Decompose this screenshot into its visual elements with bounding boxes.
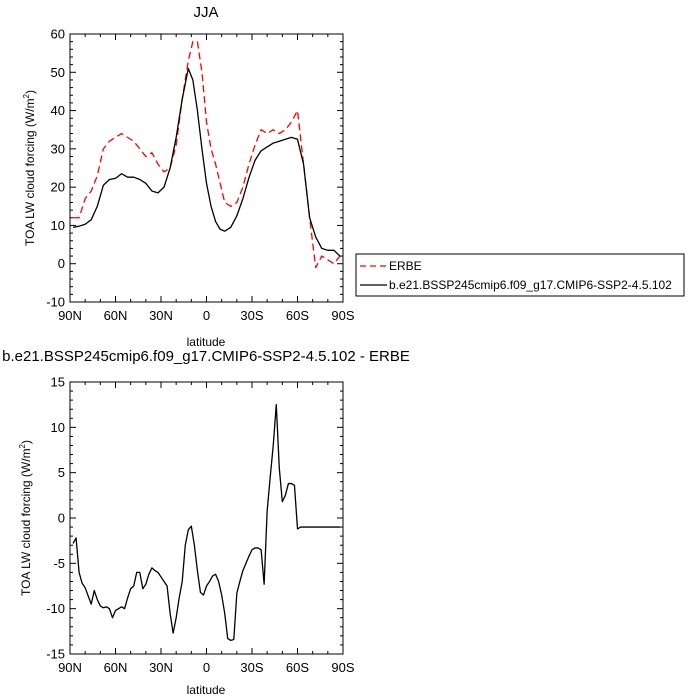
chart1-xtick-label: 30S	[240, 308, 263, 323]
legend-label-model: b.e21.BSSP245cmip6.f09_g17.CMIP6-SSP2-4.…	[389, 278, 672, 292]
chart2-ytick-label: 10	[51, 420, 65, 435]
chart1-frame	[69, 33, 344, 303]
legend-box	[355, 253, 685, 297]
chart1-xtick-label: 0	[203, 308, 210, 323]
chart1-series-b-e21-bssp245cmip6-f09-g17-cmip6-ssp2-4-5-102	[72, 67, 341, 257]
chart2-xtick-label: 30S	[240, 660, 263, 675]
chart1-ytick-label: 10	[51, 218, 65, 233]
chart2-xtick-label: 60S	[286, 660, 309, 675]
chart2-xtick-label: 90N	[58, 660, 82, 675]
chart1-xtick-label: 60S	[286, 308, 309, 323]
chart2-ytick-label: -10	[46, 601, 65, 616]
chart1-ytick-label: 60	[51, 27, 65, 42]
chart2-ytick-label: 5	[58, 465, 65, 480]
chart2-ytick-label: 15	[51, 375, 65, 390]
chart1-title: JJA	[193, 4, 218, 21]
chart1-ytick-label: 30	[51, 141, 65, 156]
chart2-title: b.e21.BSSP245cmip6.f09_g17.CMIP6-SSP2-4.…	[2, 348, 410, 365]
chart1-plot-area	[72, 41, 341, 269]
chart1-xtick-label: 60N	[104, 308, 128, 323]
chart1-ytick-label: 0	[58, 256, 65, 271]
chart2-xlabel: latitude	[187, 683, 226, 697]
chart2-xtick-label: 30N	[149, 660, 173, 675]
chart1-ytick-label: 20	[51, 180, 65, 195]
chart1-legend: ERBE b.e21.BSSP245cmip6.f09_g17.CMIP6-SS…	[355, 253, 685, 297]
chart1-ylabel: TOA LW cloud forcing (W/m2)	[22, 90, 37, 246]
chart1-xtick-label: 90S	[331, 308, 354, 323]
chart1-xlabel: latitude	[187, 335, 226, 349]
chart2-ytick-label: -5	[53, 556, 65, 571]
legend-label-erbe: ERBE	[389, 259, 422, 273]
chart2-xtick-label: 60N	[104, 660, 128, 675]
chart1-xtick-label: 30N	[149, 308, 173, 323]
chart2-ylabel: TOA LW cloud forcing (W/m2)	[18, 440, 33, 596]
chart1-ytick-label: -10	[46, 295, 65, 310]
chart1-series-erbe	[73, 41, 341, 269]
chart2-series-0	[72, 404, 340, 642]
chart2-ytick-label: 0	[58, 511, 65, 526]
chart1-xtick-label: 90N	[58, 308, 82, 323]
chart2-plot-area	[72, 404, 340, 642]
chart2-xtick-label: 90S	[331, 660, 354, 675]
chart1-ytick-label: 40	[51, 103, 65, 118]
chart2-ytick-label: -15	[46, 647, 65, 662]
chart2-xtick-label: 0	[203, 660, 210, 675]
chart1-ytick-label: 50	[51, 65, 65, 80]
